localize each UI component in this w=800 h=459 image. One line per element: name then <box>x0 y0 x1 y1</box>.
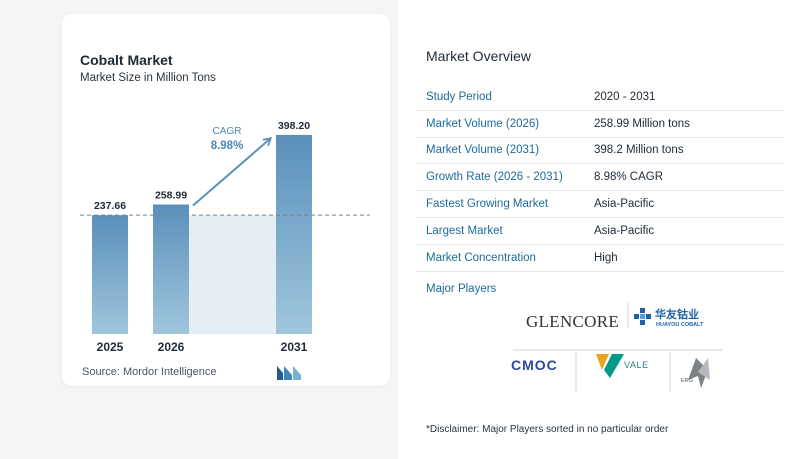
overview-row-value: High <box>594 251 618 264</box>
bar <box>153 204 189 334</box>
major-players-label: Major Players <box>426 283 497 295</box>
mordor-logo-icon <box>277 366 301 380</box>
svg-text:CMOC: CMOC <box>511 357 558 373</box>
cagr-label: CAGR <box>213 126 242 137</box>
overview-row: Fastest Growing Market Asia-Pacific <box>416 191 784 218</box>
vale-logo: VALE <box>596 354 649 378</box>
overview-row-value: Asia-Pacific <box>594 224 655 237</box>
overview-row: Largest Market Asia-Pacific <box>416 218 784 245</box>
tick-label: 2025 <box>97 340 124 354</box>
svg-text:ERG: ERG <box>681 378 693 384</box>
overview-row: Study Period 2020 - 2031 <box>416 84 784 111</box>
huayou-mark-icon <box>634 308 651 325</box>
overview-row-value: 2020 - 2031 <box>594 90 656 103</box>
svg-text:HUAYOU COBALT: HUAYOU COBALT <box>656 322 704 328</box>
tick-label: 2031 <box>281 340 308 354</box>
glencore-logo: GLENCORE <box>526 312 619 331</box>
huayou-cobalt-logo: 华友钴业 HUAYOU COBALT <box>634 307 704 328</box>
erg-logo: ERG <box>681 358 710 388</box>
svg-text:华友钴业: 华友钴业 <box>655 307 699 321</box>
overview-title: Market Overview <box>426 48 532 64</box>
player-logos: GLENCORE 华友钴业 HUAYOU COBALT CMOC VALE ER… <box>511 303 723 392</box>
source-text: Source: Mordor Intelligence <box>82 366 217 378</box>
disclaimer: *Disclaimer: Major Players sorted in no … <box>426 424 669 435</box>
overview-row-value: 258.99 Million tons <box>594 117 690 130</box>
bar-chart: 237.66 2025 258.99 2026 398.20 2031 CAGR 8.98% <box>80 120 370 354</box>
overview-row-label: Growth Rate (2026 - 2031) <box>426 171 563 184</box>
tick-label: 2026 <box>158 340 185 354</box>
overview-panel: Market Overview Study Period 2020 - 2031 M… <box>398 0 800 459</box>
chart-card: Cobalt Market Market Size in Million Ton… <box>62 14 390 386</box>
overview-row-label: Market Volume (2026) <box>426 117 540 130</box>
chart-title: Cobalt Market <box>80 52 173 68</box>
cagr-arrow <box>192 137 273 207</box>
cagr-value: 8.98% <box>211 140 244 152</box>
bar <box>276 134 312 334</box>
data-label: 258.99 <box>155 190 187 202</box>
overview-row: Market Volume (2026) 258.99 Million tons <box>416 111 784 138</box>
svg-text:VALE: VALE <box>624 360 649 370</box>
overview-row: Market Concentration High <box>416 245 784 272</box>
overview-row-label: Largest Market <box>426 224 503 237</box>
overview-row-value: 8.98% CAGR <box>594 171 664 184</box>
source-name: Mordor Intelligence <box>122 366 217 378</box>
overview-row: Market Volume (2031) 398.2 Million tons <box>416 138 784 165</box>
overview-table: Study Period 2020 - 2031 Market Volume (20… <box>416 84 784 272</box>
svg-text:GLENCORE: GLENCORE <box>526 312 619 331</box>
bar <box>92 215 128 334</box>
overview-row: Growth Rate (2026 - 2031) 8.98% CAGR <box>416 164 784 192</box>
overview-row-value: 398.2 Million tons <box>594 144 684 157</box>
data-label: 237.66 <box>94 200 126 212</box>
cmoc-logo: CMOC <box>511 357 558 373</box>
overview-row-label: Fastest Growing Market <box>426 198 549 211</box>
chart-subtitle: Market Size in Million Tons <box>80 72 216 84</box>
overview-row-label: Study Period <box>426 90 492 103</box>
growth-band <box>189 215 276 334</box>
overview-row-label: Market Concentration <box>426 251 536 264</box>
vale-mark-icon <box>596 354 609 370</box>
data-label: 398.20 <box>278 120 310 132</box>
source-label: Source: <box>82 366 120 378</box>
overview-row-value: Asia-Pacific <box>594 198 655 211</box>
overview-row-label: Market Volume (2031) <box>426 144 540 157</box>
